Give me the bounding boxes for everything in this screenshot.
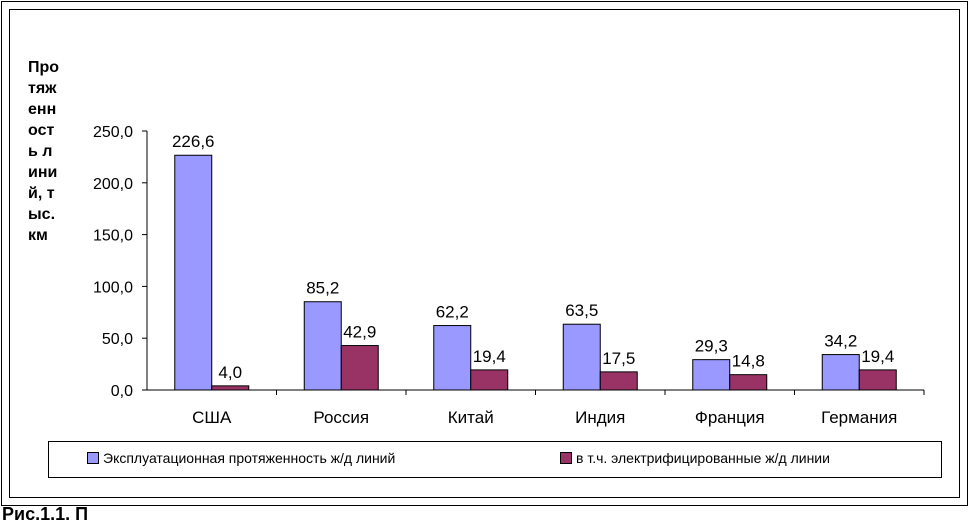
data-label-series-2: 17,5 [602,349,635,368]
x-tick-label: Индия [575,408,625,427]
x-tick-label: Франция [695,408,765,427]
data-label-series-2: 4,0 [218,363,242,382]
x-tick-label: Китай [448,408,494,427]
bar-series-1 [692,359,731,391]
bar-series-1 [562,323,601,391]
legend-item-series-2: в т.ч. электрифицированные ж/д линии [560,450,830,466]
x-tick-label: Германия [821,408,897,427]
data-label-series-2: 19,4 [861,347,894,366]
bar-series-2 [599,371,638,391]
y-tick-label: 100,0 [93,279,133,296]
figure-caption: Рис.1.1. П [2,504,89,524]
legend-item-series-1: Эксплуатационная протяженность ж/д линий [87,450,395,466]
data-label-series-1: 63,5 [565,301,598,320]
bar-series-2 [729,374,768,391]
bar-series-1 [821,354,860,391]
data-label-series-2: 19,4 [473,347,506,366]
x-tick-label: Россия [313,408,369,427]
bar-series-2 [470,369,509,391]
bar-series-2 [211,385,250,391]
legend-swatch-series-2 [560,452,572,464]
bar-series-1 [303,301,342,391]
data-label-series-1: 85,2 [306,279,339,298]
bar-series-2 [858,369,897,391]
y-axis-label: Протяженность линий, тыс.км [28,59,60,244]
legend-label-series-1: Эксплуатационная протяженность ж/д линий [103,450,396,466]
data-label-series-1: 29,3 [695,337,728,356]
data-label-series-1: 226,6 [172,132,215,151]
bar-series-2 [340,345,379,391]
data-label-series-2: 14,8 [732,352,765,371]
outer-frame [1,1,968,506]
x-tick-label: США [192,408,232,427]
bar-chart: 0,0 50,0 100,0 150,0 200,0 250,0 США 226,6 4,0 Ро… [93,124,925,427]
y-tick-label: 150,0 [93,228,133,245]
legend: Эксплуатационная протяженность ж/д линий… [48,441,942,478]
data-label-series-1: 62,2 [436,303,469,322]
y-tick-label: 250,0 [93,124,133,141]
chart-frame [9,9,960,498]
data-label-series-1: 34,2 [824,332,857,351]
y-tick-label: 200,0 [93,176,133,193]
legend-swatch-series-1 [87,452,99,464]
y-tick-label: 50,0 [102,331,133,348]
data-label-series-2: 42,9 [343,323,376,342]
bar-series-1 [433,325,472,391]
bar-series-1 [174,154,213,391]
y-tick-label: 0,0 [111,383,133,400]
legend-label-series-2: в т.ч. электрифицированные ж/д линии [576,450,830,466]
